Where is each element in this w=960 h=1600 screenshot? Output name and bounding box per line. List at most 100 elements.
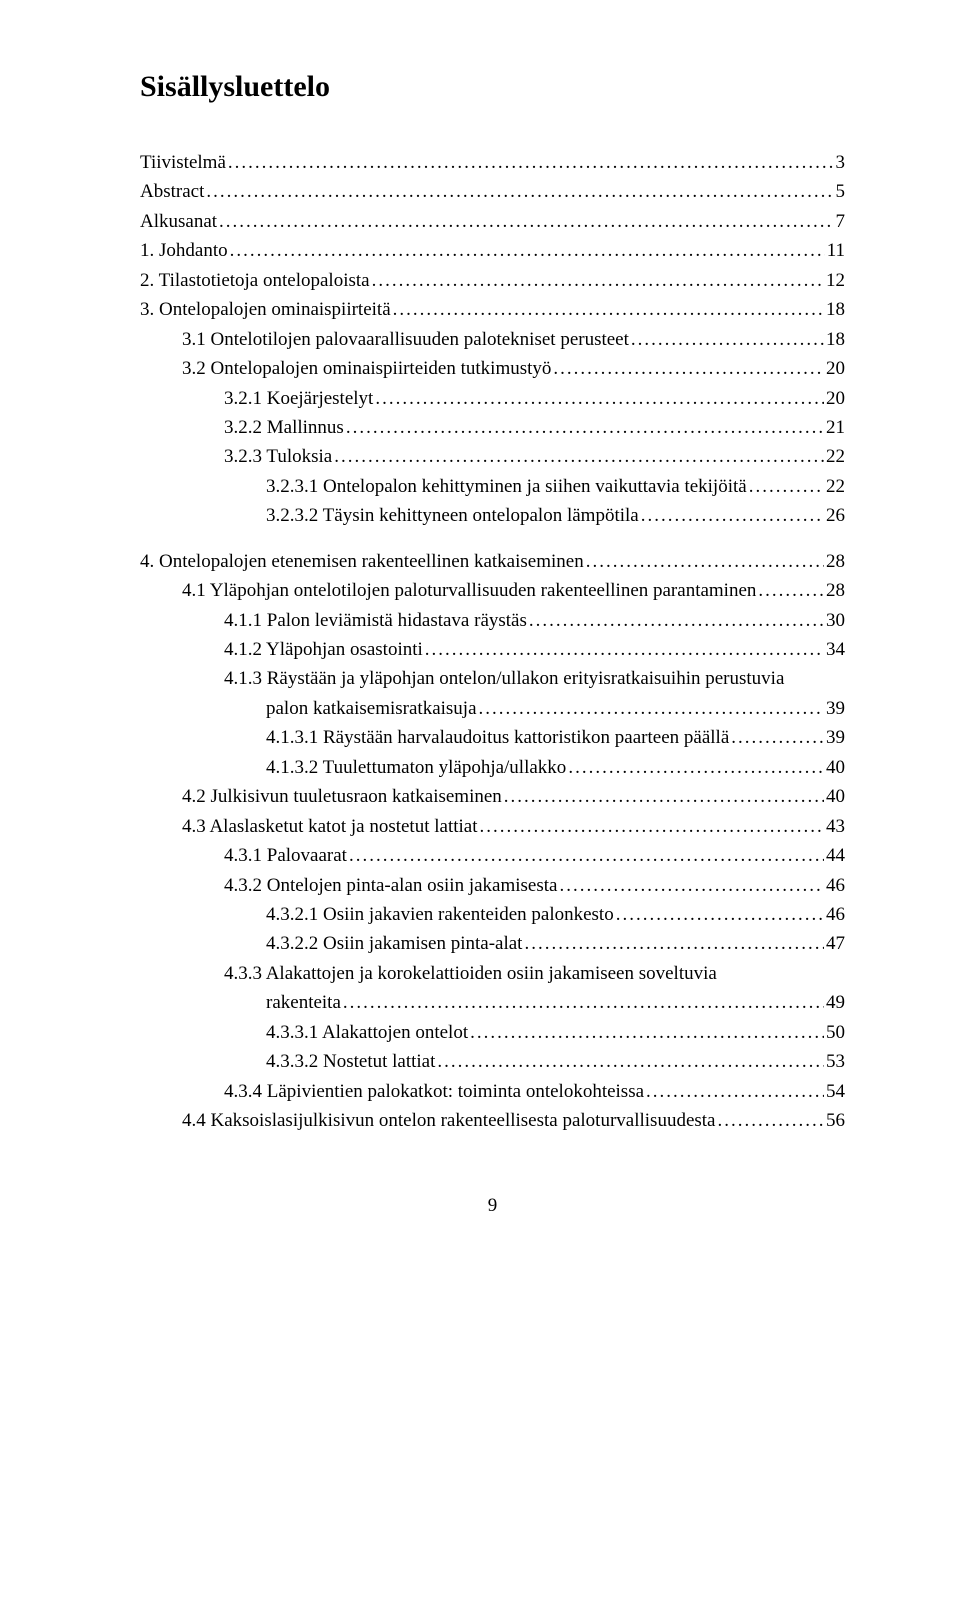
toc-label: 3.2.1 Koejärjestelyt: [224, 384, 373, 413]
toc-dots: [206, 177, 833, 206]
toc-page: 46: [826, 871, 845, 900]
toc-dots: [559, 871, 824, 900]
toc-dots: [641, 501, 824, 530]
toc-entry: 4.3.3.1 Alakattojen ontelot 50: [140, 1018, 845, 1047]
toc-entry: 3.2.2 Mallinnus21: [140, 413, 845, 442]
toc-label: 4.3.1 Palovaarat: [224, 841, 347, 870]
toc-dots: [219, 207, 833, 236]
toc-page: 28: [826, 576, 845, 605]
toc-dots: [470, 1018, 824, 1047]
toc-page: 53: [826, 1047, 845, 1076]
toc-label: 3.1 Ontelotilojen palovaarallisuuden pal…: [182, 325, 629, 354]
toc-dots: [529, 606, 824, 635]
toc-entry-cont: palon katkaisemisratkaisuja 39: [140, 694, 845, 723]
toc-label: 4.3.3.1 Alakattojen ontelot: [266, 1018, 468, 1047]
toc-page: 5: [836, 177, 846, 206]
toc-dots: [616, 900, 824, 929]
toc-page: 18: [826, 295, 845, 324]
toc-dots: [553, 354, 824, 383]
toc-entry: 4.1 Yläpohjan ontelotilojen paloturvalli…: [140, 576, 845, 605]
toc-page: 54: [826, 1077, 845, 1106]
toc-dots: [568, 753, 824, 782]
toc-entry: 4.3.2.2 Osiin jakamisen pinta-alat47: [140, 929, 845, 958]
toc-label: 4.1.2 Yläpohjan osastointi: [224, 635, 423, 664]
toc-dots: [731, 723, 824, 752]
toc-label: 4.1.1 Palon leviämistä hidastava räystäs: [224, 606, 527, 635]
toc-page: 11: [827, 236, 845, 265]
toc-label: 4.3.4 Läpivientien palokatkot: toiminta …: [224, 1077, 644, 1106]
toc-page: 44: [826, 841, 845, 870]
toc-dots: [393, 295, 824, 324]
toc-entry: 4. Ontelopalojen etenemisen rakenteellin…: [140, 547, 845, 576]
table-of-contents: Tiivistelmä 3 Abstract 5 Alkusanat 7 1. Johdan…: [140, 148, 845, 1135]
toc-page: 39: [826, 694, 845, 723]
toc-label: Tiivistelmä: [140, 148, 226, 177]
toc-entry: 4.3.3 Alakattojen ja korokelattioiden os…: [140, 959, 845, 988]
toc-label: 4.1.3.2 Tuulettumaton yläpohja/ullakko: [266, 753, 566, 782]
toc-entry: 4.3.2 Ontelojen pinta-alan osiin jakamis…: [140, 871, 845, 900]
toc-label: Alkusanat: [140, 207, 217, 236]
toc-entry: 4.3.3.2 Nostetut lattiat 53: [140, 1047, 845, 1076]
toc-label: rakenteita: [266, 988, 341, 1017]
toc-page: 56: [826, 1106, 845, 1135]
toc-label: palon katkaisemisratkaisuja: [266, 694, 477, 723]
toc-page: 40: [826, 753, 845, 782]
toc-entry: 4.2 Julkisivun tuuletusraon katkaisemine…: [140, 782, 845, 811]
toc-dots: [437, 1047, 824, 1076]
toc-label: 4. Ontelopalojen etenemisen rakenteellin…: [140, 547, 584, 576]
toc-page: 40: [826, 782, 845, 811]
toc-label: 4.2 Julkisivun tuuletusraon katkaisemine…: [182, 782, 502, 811]
toc-dots: [375, 384, 824, 413]
toc-label: 4.3.3.2 Nostetut lattiat: [266, 1047, 435, 1076]
toc-label: 1. Johdanto: [140, 236, 228, 265]
toc-label: 4.1.3 Räystään ja yläpohjan ontelon/ulla…: [224, 664, 784, 693]
toc-label: 3.2.3 Tuloksia: [224, 442, 332, 471]
toc-entry: 2. Tilastotietoja ontelopaloista12: [140, 266, 845, 295]
toc-entry: 4.3.4 Läpivientien palokatkot: toiminta …: [140, 1077, 845, 1106]
toc-page: 30: [826, 606, 845, 635]
toc-page: 26: [826, 501, 845, 530]
toc-entry: 4.3.1 Palovaarat 44: [140, 841, 845, 870]
toc-page: 18: [826, 325, 845, 354]
toc-entry: 4.4 Kaksoislasijulkisivun ontelon rakent…: [140, 1106, 845, 1135]
toc-label: Abstract: [140, 177, 204, 206]
toc-entry: 3. Ontelopalojen ominaispiirteitä 18: [140, 295, 845, 324]
toc-page: 3: [836, 148, 846, 177]
toc-dots: [758, 576, 824, 605]
toc-dots: [749, 472, 824, 501]
toc-page: 28: [826, 547, 845, 576]
toc-dots: [334, 442, 824, 471]
toc-page: 20: [826, 354, 845, 383]
toc-page: 46: [826, 900, 845, 929]
toc-entry: 3.2.1 Koejärjestelyt 20: [140, 384, 845, 413]
toc-entry: 3.2.3.1 Ontelopalon kehittyminen ja siih…: [140, 472, 845, 501]
toc-dots: [586, 547, 824, 576]
toc-entry: 3.2 Ontelopalojen ominaispiirteiden tutk…: [140, 354, 845, 383]
toc-label: 2. Tilastotietoja ontelopaloista: [140, 266, 370, 295]
toc-dots: [480, 812, 824, 841]
toc-entry: Abstract 5: [140, 177, 845, 206]
toc-entry: 4.1.3.1 Räystään harvalaudoitus kattoris…: [140, 723, 845, 752]
toc-label: 3. Ontelopalojen ominaispiirteitä: [140, 295, 391, 324]
toc-dots: [524, 929, 824, 958]
toc-entry: 3.2.3 Tuloksia22: [140, 442, 845, 471]
toc-page: 43: [826, 812, 845, 841]
toc-dots: [372, 266, 824, 295]
toc-page: 39: [826, 723, 845, 752]
toc-dots: [349, 841, 824, 870]
toc-entry: Tiivistelmä 3: [140, 148, 845, 177]
toc-dots: [425, 635, 824, 664]
toc-page: 22: [826, 472, 845, 501]
toc-page: 7: [836, 207, 846, 236]
toc-label: 4.3.3 Alakattojen ja korokelattioiden os…: [224, 959, 717, 988]
doc-title: Sisällysluettelo: [140, 70, 845, 104]
toc-label: 4.3 Alaslasketut katot ja nostetut latti…: [182, 812, 478, 841]
toc-label: 3.2.3.1 Ontelopalon kehittyminen ja siih…: [266, 472, 747, 501]
toc-dots: [504, 782, 824, 811]
toc-dots: [631, 325, 824, 354]
toc-entry: 3.1 Ontelotilojen palovaarallisuuden pal…: [140, 325, 845, 354]
toc-page: 50: [826, 1018, 845, 1047]
toc-page: 47: [826, 929, 845, 958]
toc-page: 20: [826, 384, 845, 413]
toc-label: 4.3.2.1 Osiin jakavien rakenteiden palon…: [266, 900, 614, 929]
